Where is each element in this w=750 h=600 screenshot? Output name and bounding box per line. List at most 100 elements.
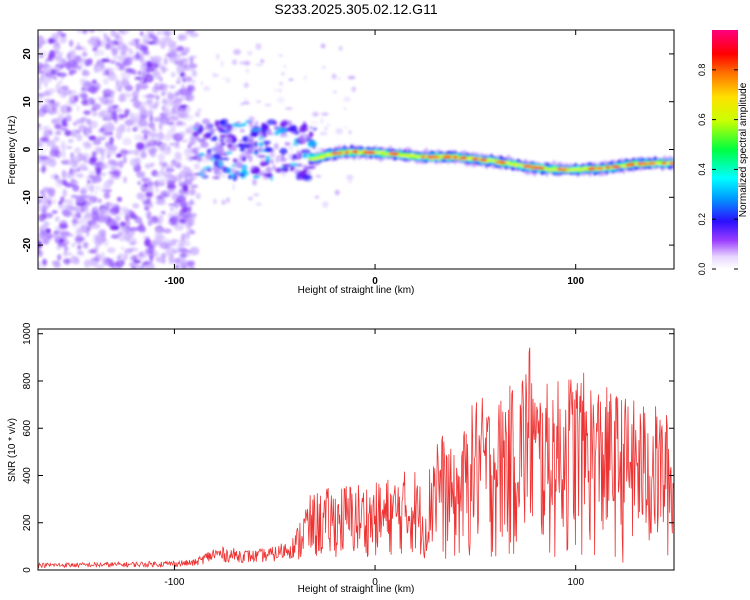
spectrogram-cell [135, 142, 145, 151]
spectrogram-cell [344, 126, 348, 129]
spectrogram-cell [212, 135, 218, 142]
spectrogram-cell [319, 132, 328, 136]
spectrogram-cell [40, 266, 47, 269]
spectrogram-cell [83, 68, 87, 75]
spectrogram-cell [185, 91, 191, 95]
spectrogram-cell [49, 157, 56, 161]
spectrogram-cell [302, 148, 311, 155]
spectrogram-cell [145, 191, 153, 198]
spectrogram-cell [240, 164, 248, 172]
spectrogram-cell [93, 246, 99, 251]
spectrogram-cell [173, 258, 181, 264]
spectrogram-cell [244, 149, 255, 155]
colorbar-strip [712, 30, 738, 269]
spectrogram-cell [147, 60, 151, 69]
spectrogram-cell [68, 39, 74, 47]
spectrogram-cell [144, 212, 149, 217]
spectrogram-cell [60, 140, 67, 150]
spectrogram-cell [220, 164, 225, 171]
spectrogram-cell [281, 72, 285, 76]
spectrogram-cell [380, 150, 386, 154]
spectrogram-cell [120, 246, 125, 251]
spectrogram-cell [163, 57, 168, 66]
spectrogram-cell [259, 161, 269, 166]
spectrogram-cell [442, 155, 453, 159]
spectrogram-cell [48, 142, 56, 147]
spectrogram-cell [82, 241, 89, 249]
spectrogram-cell [38, 240, 43, 250]
spectrogram-cell [103, 191, 111, 199]
spectrogram-cell [262, 140, 271, 145]
spectrogram-cell [85, 142, 91, 148]
spectrogram-cell [639, 162, 649, 166]
snr-background [38, 329, 674, 570]
spectrogram-cell [471, 157, 480, 161]
spectrogram-cell [189, 55, 197, 59]
spectrogram-cell [144, 264, 152, 269]
spectrogram-cell [133, 148, 140, 156]
spectrogram-cell [265, 132, 274, 136]
spectrogram-cell [247, 136, 254, 143]
spectrogram-cell [501, 161, 506, 165]
spectrogram-cell [117, 253, 124, 258]
snr-panel: -100 0 100 0 200 400 600 800 1000 Height of str… [7, 322, 675, 595]
spectrogram-cell [95, 234, 105, 244]
spectrogram-cell [77, 93, 82, 97]
spectrogram-cell [302, 153, 308, 159]
spectrogram-cell [149, 55, 153, 60]
spectrogram-cell [255, 100, 262, 103]
spectrogram-cell [260, 128, 268, 134]
spectrogram-cell [226, 143, 233, 149]
spectrogram-cell [230, 172, 235, 180]
spectrogram-cell [218, 138, 225, 142]
spectrogram-cell [334, 151, 344, 155]
spectrogram-cell [92, 139, 102, 146]
spectrogram-cell [122, 92, 132, 98]
spectrogram-cell [164, 53, 172, 57]
spectrogram-cell [105, 69, 110, 75]
spectrogram-cell [221, 199, 227, 205]
spectrogram-cell [92, 103, 101, 111]
spectrogram-cell [231, 163, 236, 168]
spectrogram-cell [213, 162, 220, 168]
spectrogram-cell [83, 260, 90, 266]
spectrogram-cell [178, 173, 182, 183]
spectrogram-cell [212, 153, 221, 160]
spectrogram-cell [151, 85, 160, 94]
spectrogram-cell [40, 38, 50, 42]
spectrogram-cell [189, 57, 194, 65]
snr-x-tick-label: -100 [164, 577, 184, 588]
spectrogram-cell [38, 199, 42, 204]
spectrogram-cell [62, 199, 69, 203]
spectrogram-cell [119, 148, 128, 157]
spectrogram-cell [343, 107, 346, 111]
spectrogram-cell [97, 198, 102, 204]
spectrogram-x-label: Height of straight line (km) [298, 285, 415, 296]
snr-x-tick-label: 100 [567, 577, 584, 588]
spectrogram-cell [240, 103, 244, 106]
spectrogram-cell [170, 206, 174, 212]
spectrogram-cell [203, 85, 210, 92]
spectrogram-cell [160, 190, 171, 197]
spectrogram-cell [79, 252, 85, 257]
spectrogram-cell [171, 127, 176, 132]
spectrogram-cell [315, 175, 322, 178]
spectrogram-cell [270, 158, 274, 165]
spectrogram-cell [140, 151, 147, 159]
spectrogram-cell [292, 154, 296, 160]
spectrogram-cell [146, 99, 151, 106]
spectrogram-cell [147, 110, 155, 115]
spectrogram-cell [239, 173, 245, 177]
colorbar: 0.0 0.2 0.4 0.6 0.8 Normalized spectral ampl… [697, 30, 749, 275]
spectrogram-cell [123, 108, 131, 116]
spectrogram-cell [101, 258, 108, 267]
spectrogram-cell [72, 155, 80, 162]
spectrogram-cell [171, 71, 175, 78]
spectrogram-cell [276, 127, 287, 134]
spectrogram-cell [277, 96, 285, 104]
spectrogram-cell [60, 71, 65, 80]
spectrogram-cell [189, 230, 196, 235]
spectrogram-cell [144, 260, 150, 266]
spectrogram-cell [88, 30, 95, 33]
spectrogram-cell [67, 138, 74, 144]
